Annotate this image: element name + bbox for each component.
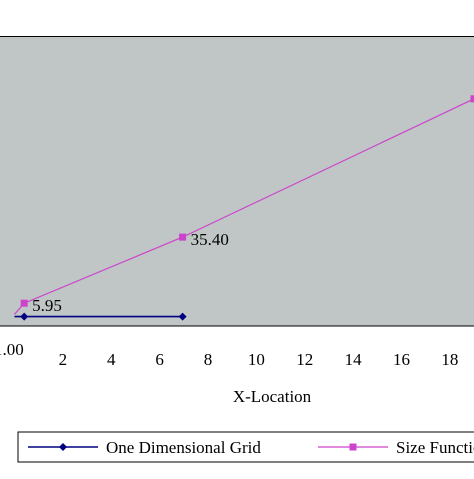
- x-tick-label: 18: [441, 350, 458, 369]
- data-label: 5.95: [32, 296, 62, 315]
- legend-label-2: Size Function V: [396, 438, 474, 457]
- data-label: 1.00: [0, 340, 24, 359]
- x-tick-label: 12: [296, 350, 313, 369]
- series-2-point: [179, 234, 186, 241]
- x-tick-label: 6: [155, 350, 164, 369]
- data-label: 35.40: [191, 230, 229, 249]
- x-tick-label: 2: [59, 350, 68, 369]
- x-tick-label: 8: [204, 350, 213, 369]
- series-2-point: [471, 95, 474, 102]
- x-axis-title: X-Location: [233, 387, 312, 406]
- x-tick-label: 16: [393, 350, 410, 369]
- x-tick-label: 14: [345, 350, 363, 369]
- legend-marker-2: [350, 444, 357, 451]
- legend: One Dimensional Grid Size Function V: [18, 432, 474, 462]
- legend-label-1: One Dimensional Grid: [106, 438, 261, 457]
- x-tick-label: 4: [107, 350, 116, 369]
- x-axis-ticks: 2 4 6 8 10 12 14 16 18: [59, 350, 459, 369]
- x-tick-label: 10: [248, 350, 265, 369]
- plot-area: [0, 36, 474, 326]
- series-2-point: [21, 300, 28, 307]
